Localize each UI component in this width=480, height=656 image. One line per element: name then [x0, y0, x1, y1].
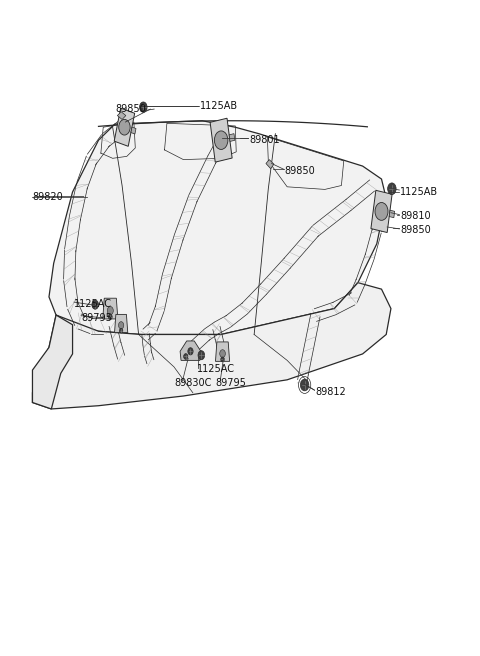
Circle shape [107, 306, 113, 315]
Polygon shape [33, 283, 391, 409]
Polygon shape [371, 190, 392, 232]
Circle shape [388, 183, 396, 195]
Text: 89830C: 89830C [174, 378, 211, 388]
Text: 1125AB: 1125AB [400, 187, 439, 197]
Text: 1125AC: 1125AC [197, 365, 235, 375]
Polygon shape [33, 315, 72, 409]
Text: 1125AC: 1125AC [74, 299, 112, 309]
Circle shape [188, 348, 193, 355]
Circle shape [119, 119, 130, 135]
Text: 89850: 89850 [285, 166, 315, 176]
Text: 89850: 89850 [400, 225, 431, 236]
Text: 89812: 89812 [315, 387, 346, 397]
Text: 1125AB: 1125AB [200, 101, 238, 111]
Circle shape [140, 102, 147, 112]
Circle shape [300, 379, 309, 391]
Text: 89795: 89795 [81, 313, 112, 323]
Polygon shape [114, 108, 135, 146]
Circle shape [92, 300, 98, 309]
Polygon shape [115, 314, 128, 333]
Text: 89850: 89850 [115, 104, 145, 114]
Text: 89801: 89801 [250, 135, 280, 145]
Polygon shape [131, 127, 136, 134]
Polygon shape [118, 112, 126, 119]
Polygon shape [210, 118, 232, 162]
Circle shape [184, 354, 188, 359]
Polygon shape [389, 210, 395, 218]
Circle shape [198, 351, 204, 359]
Text: 89810: 89810 [400, 211, 431, 221]
Polygon shape [229, 134, 235, 142]
Polygon shape [103, 298, 118, 319]
Circle shape [215, 131, 228, 150]
Circle shape [120, 329, 123, 333]
Circle shape [220, 350, 226, 358]
Polygon shape [180, 341, 201, 360]
Circle shape [221, 357, 224, 362]
Polygon shape [266, 159, 274, 169]
Text: 89795: 89795 [215, 378, 246, 388]
Text: 89820: 89820 [33, 192, 63, 201]
Circle shape [375, 203, 388, 220]
Polygon shape [49, 121, 386, 335]
Circle shape [119, 321, 124, 329]
Polygon shape [216, 342, 229, 361]
Circle shape [108, 314, 112, 319]
